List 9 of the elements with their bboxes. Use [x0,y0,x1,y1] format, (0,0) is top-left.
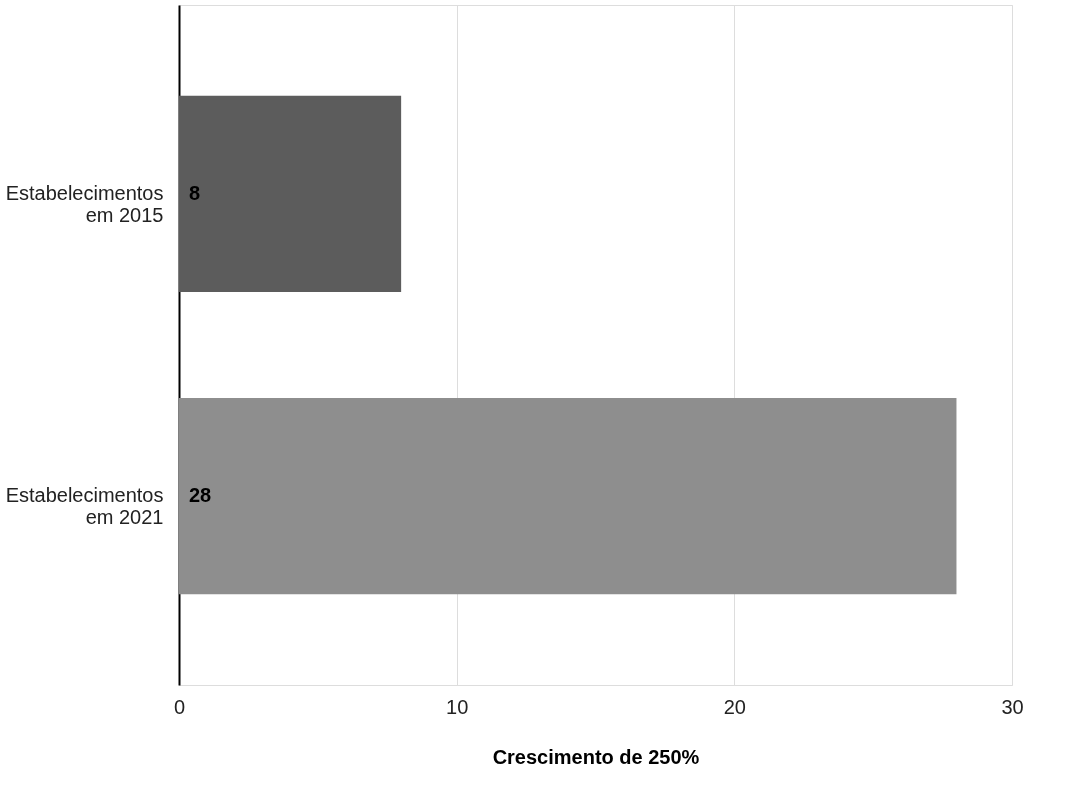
x-tick-label: 30 [1001,695,1024,718]
y-tick-label: Estabelecimentos em 2021 [5,484,164,529]
x-tick-label: 10 [446,695,469,718]
data-label: 28 [189,484,212,507]
x-tick-label: 20 [723,695,746,718]
x-axis-title: Crescimento de 250% [492,745,700,768]
x-tick-label: 0 [173,695,186,718]
y-tick-label: Estabelecimentos em 2015 [5,181,164,226]
data-label: 8 [189,181,201,204]
